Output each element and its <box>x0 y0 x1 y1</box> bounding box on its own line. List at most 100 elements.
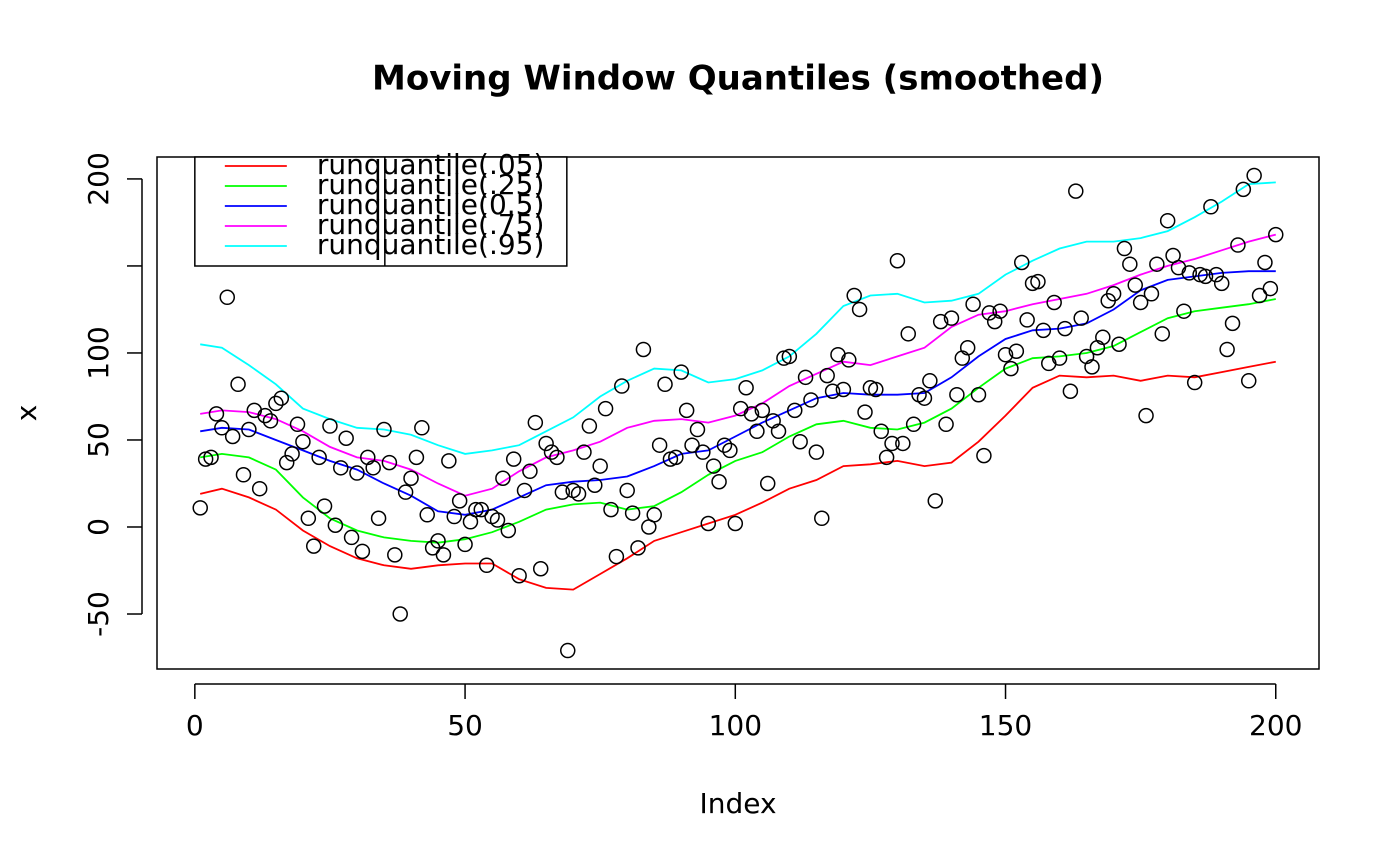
legend-label: runquantile(0.5) <box>317 188 545 221</box>
data-point <box>846 287 862 304</box>
y-tick-label: 50 <box>82 422 115 458</box>
data-point <box>868 381 884 398</box>
data-point <box>700 515 717 532</box>
data-point <box>365 460 381 476</box>
data-point <box>624 505 641 521</box>
data-point <box>711 473 727 490</box>
data-point <box>895 435 911 452</box>
data-point <box>1084 359 1100 375</box>
data-point <box>770 423 787 440</box>
data-point <box>1138 407 1154 424</box>
data-point <box>970 386 987 403</box>
x-tick-label: 0 <box>186 709 204 742</box>
data-point <box>489 512 506 528</box>
data-point <box>224 428 241 445</box>
data-point <box>1041 355 1057 372</box>
data-point <box>251 480 268 497</box>
data-point <box>943 310 960 326</box>
data-point <box>1122 256 1138 272</box>
data-point <box>889 252 906 269</box>
legend-box <box>194 156 568 267</box>
data-point <box>619 482 635 499</box>
data-point <box>257 407 273 424</box>
data-point <box>192 500 208 516</box>
data-point <box>1235 181 1252 198</box>
data-point <box>554 484 571 500</box>
data-point <box>376 421 392 438</box>
data-point <box>576 444 592 460</box>
data-point <box>1057 320 1073 337</box>
data-point <box>959 339 976 356</box>
data-point <box>289 416 306 433</box>
y-tick-label: 0 <box>82 518 115 536</box>
data-point <box>230 376 246 393</box>
data-point <box>1213 275 1230 292</box>
x-tick-label: 50 <box>447 709 483 742</box>
data-point <box>538 435 554 452</box>
data-point <box>322 418 338 434</box>
data-point <box>333 460 349 476</box>
data-point <box>451 493 468 509</box>
data-point <box>981 305 998 321</box>
data-point <box>716 437 733 453</box>
data-point <box>446 508 463 525</box>
data-point <box>1176 303 1192 319</box>
x-tick-label: 200 <box>1249 709 1302 742</box>
data-point <box>668 449 684 466</box>
data-point <box>1203 199 1219 215</box>
data-point <box>522 463 538 480</box>
data-point <box>408 449 425 466</box>
data-point <box>797 369 814 386</box>
data-point <box>1149 256 1165 272</box>
data-point <box>1219 341 1235 358</box>
data-point <box>316 498 333 514</box>
data-point <box>1013 254 1030 271</box>
data-point <box>949 386 965 403</box>
data-point <box>354 543 371 560</box>
legend-label: runquantile(.75) <box>317 208 545 241</box>
data-point <box>397 484 414 500</box>
data-point <box>684 437 700 453</box>
data-point <box>657 376 673 393</box>
data-point <box>614 378 630 394</box>
data-point <box>300 510 317 527</box>
data-point <box>1073 310 1089 326</box>
data-point <box>295 433 311 450</box>
legend-label: runquantile(.05) <box>317 148 545 181</box>
data-point <box>786 402 803 419</box>
y-tick-label: 100 <box>82 326 115 379</box>
plot-area <box>192 167 1284 659</box>
data-point <box>1062 383 1079 399</box>
data-point <box>478 557 495 574</box>
data-point <box>608 548 625 565</box>
data-point <box>392 606 408 622</box>
data-point <box>695 444 711 460</box>
data-point <box>284 446 300 462</box>
data-point <box>435 547 452 563</box>
data-point <box>646 507 662 523</box>
data-point <box>327 517 344 534</box>
x-tick-label: 150 <box>979 709 1032 742</box>
data-point <box>1224 315 1241 332</box>
chart-title: Moving Window Quantiles (smoothed) <box>372 59 1104 99</box>
data-point <box>1127 277 1143 293</box>
data-point <box>1143 286 1160 302</box>
data-point <box>932 313 949 330</box>
data-point <box>1019 312 1035 328</box>
data-point <box>1257 254 1273 271</box>
data-point <box>203 449 219 466</box>
data-point <box>1095 329 1111 346</box>
data-point <box>1197 268 1214 285</box>
data-point <box>468 501 484 518</box>
data-point <box>997 346 1014 363</box>
data-point <box>1251 287 1268 304</box>
data-point <box>516 482 533 499</box>
data-point <box>884 435 900 452</box>
data-point <box>495 470 511 487</box>
data-point <box>273 390 290 406</box>
data-point <box>1111 336 1127 353</box>
data-point <box>873 423 889 440</box>
data-point <box>543 444 560 460</box>
plot-frame <box>156 156 1320 670</box>
